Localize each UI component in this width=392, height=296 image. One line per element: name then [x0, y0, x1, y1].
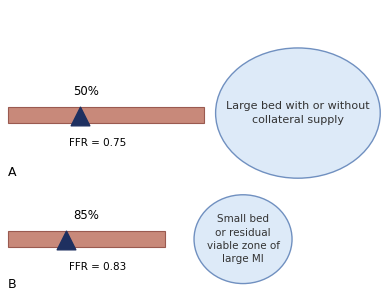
Ellipse shape — [216, 48, 380, 178]
Text: FFR = 0.75: FFR = 0.75 — [69, 138, 126, 148]
Point — [77, 113, 83, 118]
Bar — [8, 107, 204, 123]
Bar — [8, 231, 165, 247]
Ellipse shape — [194, 195, 292, 284]
Text: Small bed
or residual
viable zone of
large MI: Small bed or residual viable zone of lar… — [207, 214, 279, 264]
Text: 85%: 85% — [73, 209, 99, 222]
Text: 50%: 50% — [73, 85, 99, 98]
Text: B: B — [8, 278, 16, 291]
Text: Large bed with or without
collateral supply: Large bed with or without collateral sup… — [226, 102, 370, 125]
Text: A: A — [8, 166, 16, 179]
Point — [63, 237, 69, 242]
Text: FFR = 0.83: FFR = 0.83 — [69, 262, 126, 272]
